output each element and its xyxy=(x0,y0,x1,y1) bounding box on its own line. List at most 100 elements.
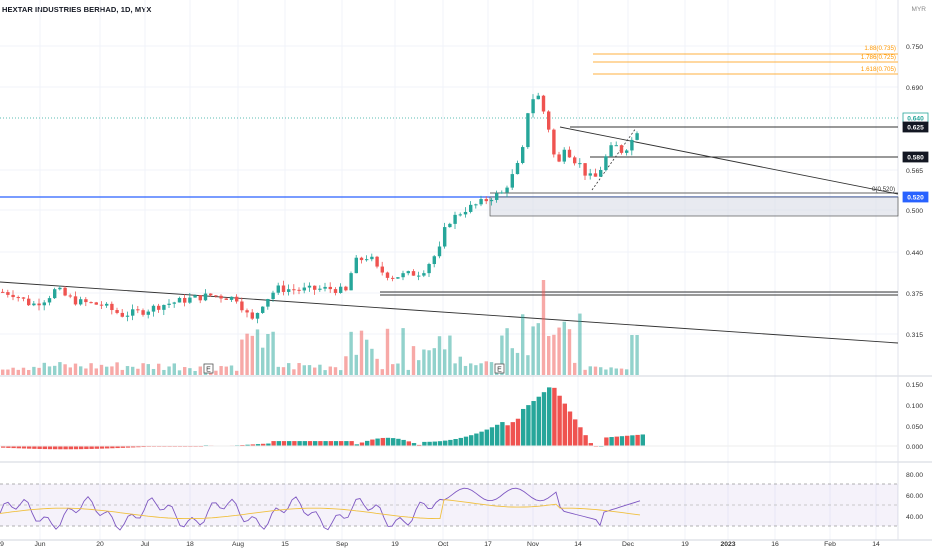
volume-bar xyxy=(614,368,618,375)
candle-body xyxy=(37,303,41,306)
candle-body xyxy=(495,193,499,200)
volume-bar xyxy=(375,358,379,375)
volume-bar xyxy=(219,366,223,375)
volume-bar xyxy=(281,367,286,375)
volume-bar xyxy=(567,329,572,375)
svg-text:Aug: Aug xyxy=(232,541,244,548)
volume-bar xyxy=(427,350,431,375)
candle-body xyxy=(567,149,572,158)
macd-bar xyxy=(53,446,58,450)
macd-bar xyxy=(297,441,302,446)
svg-text:Dec: Dec xyxy=(622,541,635,548)
candle-body xyxy=(188,297,192,303)
volume-bar xyxy=(469,363,473,375)
candle-body xyxy=(599,170,603,177)
volume-bar xyxy=(385,328,390,375)
fibonacci-extension[interactable] xyxy=(593,53,898,75)
candle-body xyxy=(479,199,483,205)
macd-bar xyxy=(625,435,630,446)
volume-bar xyxy=(354,354,358,375)
volume-bar xyxy=(411,346,416,375)
macd-bar xyxy=(422,441,427,446)
macd-bar xyxy=(609,437,614,446)
candle-body xyxy=(167,303,171,305)
fib-label: 1.786(0.725) xyxy=(861,54,896,61)
macd-bar xyxy=(588,443,593,446)
candle-body xyxy=(32,303,36,306)
candle-body xyxy=(58,287,62,290)
svg-text:E: E xyxy=(497,367,502,374)
macd-bar xyxy=(323,441,328,446)
volume-bar xyxy=(443,349,447,375)
fib-base-line[interactable] xyxy=(591,127,637,191)
candle-body xyxy=(183,297,187,303)
earnings-marker[interactable]: E xyxy=(203,363,214,374)
candle-body xyxy=(266,299,270,307)
macd-bar xyxy=(515,418,521,446)
svg-text:0.100: 0.100 xyxy=(906,403,923,410)
candle-body xyxy=(21,297,26,299)
volume-bar xyxy=(94,368,98,375)
volume-bar xyxy=(505,328,509,375)
volume-bar xyxy=(599,367,603,375)
volume-bar xyxy=(21,367,26,375)
volume-bar xyxy=(588,366,592,375)
volume-bar xyxy=(609,367,613,375)
macd-bar xyxy=(536,396,541,446)
macd-bar xyxy=(391,438,396,446)
volume-bar xyxy=(333,367,338,375)
candle-body xyxy=(84,299,88,303)
candlestick-series[interactable] xyxy=(1,92,639,324)
earnings-marker[interactable]: E xyxy=(494,363,505,374)
candle-body xyxy=(302,287,306,291)
volume-bar xyxy=(422,349,426,375)
volume-bars xyxy=(1,280,639,375)
volume-bar xyxy=(1,369,5,375)
macd-bar xyxy=(349,441,354,446)
price-axis[interactable]: 0.750 0.690 0.565 0.500 0.440 0.375 0.31… xyxy=(906,44,923,339)
macd-bar xyxy=(6,446,11,448)
volume-bar xyxy=(573,362,577,375)
trendline[interactable] xyxy=(0,281,899,344)
candle-body xyxy=(313,285,317,290)
candle-body xyxy=(536,95,540,100)
volume-bar xyxy=(105,366,109,375)
candle-body xyxy=(125,315,130,317)
macd-bar xyxy=(484,429,489,446)
macd-bar xyxy=(27,446,32,449)
time-axis[interactable]: 9 Jun 20 Jul 18 Aug 15 Sep 19 Oct 17 Nov… xyxy=(0,541,880,548)
candle-body xyxy=(521,147,525,163)
volume-bar xyxy=(479,363,483,375)
volume-bar xyxy=(531,326,535,375)
volume-bar xyxy=(37,367,41,375)
volume-bar xyxy=(229,365,234,375)
macd-bar xyxy=(105,446,110,449)
macd-bar xyxy=(255,444,261,446)
volume-bar xyxy=(42,362,46,375)
macd-bar xyxy=(573,419,578,446)
support-zone-rect[interactable] xyxy=(489,196,899,217)
currency-label: MYR xyxy=(911,6,926,13)
candle-body xyxy=(16,297,20,299)
volume-bar xyxy=(365,339,369,375)
volume-bar xyxy=(120,369,124,375)
rsi-ma-line[interactable] xyxy=(0,499,641,520)
macd-bar xyxy=(89,446,94,449)
macd-bar xyxy=(94,446,99,449)
volume-bar xyxy=(593,366,598,375)
volume-bar xyxy=(313,367,317,375)
macd-histogram[interactable] xyxy=(1,387,645,450)
candle-body xyxy=(385,272,390,278)
rsi-axis[interactable]: 80.00 60.00 40.00 xyxy=(906,472,923,521)
volume-bar xyxy=(27,369,31,375)
volume-bar xyxy=(99,364,104,375)
rsi-line[interactable] xyxy=(0,487,641,531)
candle-body xyxy=(432,256,436,265)
candle-body xyxy=(79,299,83,305)
macd-axis[interactable]: 0.150 0.100 0.050 0.000 xyxy=(906,382,923,451)
candle-body xyxy=(557,154,561,162)
macd-bar xyxy=(630,435,635,446)
trendline[interactable] xyxy=(559,126,899,195)
macd-bar xyxy=(614,436,619,446)
